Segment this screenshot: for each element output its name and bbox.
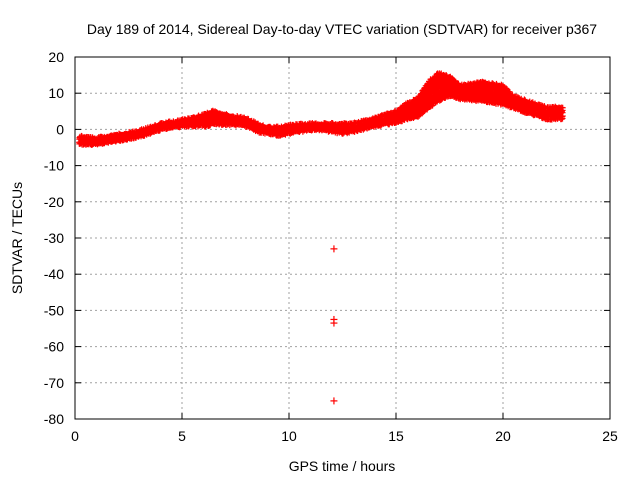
- y-tick-label: -60: [44, 339, 64, 355]
- y-tick-label: -70: [44, 375, 64, 391]
- x-tick-label: 5: [178, 428, 186, 444]
- x-tick-label: 10: [281, 428, 297, 444]
- y-tick-label: -40: [44, 266, 64, 282]
- y-tick-label: 20: [48, 49, 64, 65]
- data-points: [76, 70, 566, 405]
- y-axis-label: SDTVAR / TECUs: [9, 182, 25, 294]
- x-tick-label: 25: [602, 428, 618, 444]
- y-tick-label: -20: [44, 194, 64, 210]
- y-tick-label: -50: [44, 302, 64, 318]
- chart-title: Day 189 of 2014, Sidereal Day-to-day VTE…: [87, 21, 597, 37]
- y-tick-label: -30: [44, 230, 64, 246]
- y-tick-label: -80: [44, 411, 64, 427]
- x-tick-label: 0: [71, 428, 79, 444]
- y-tick-label: 10: [48, 85, 64, 101]
- y-tick-label: 0: [56, 121, 64, 137]
- y-tick-label: -10: [44, 158, 64, 174]
- x-tick-label: 15: [388, 428, 404, 444]
- x-axis-label: GPS time / hours: [289, 458, 396, 474]
- x-tick-label: 20: [495, 428, 511, 444]
